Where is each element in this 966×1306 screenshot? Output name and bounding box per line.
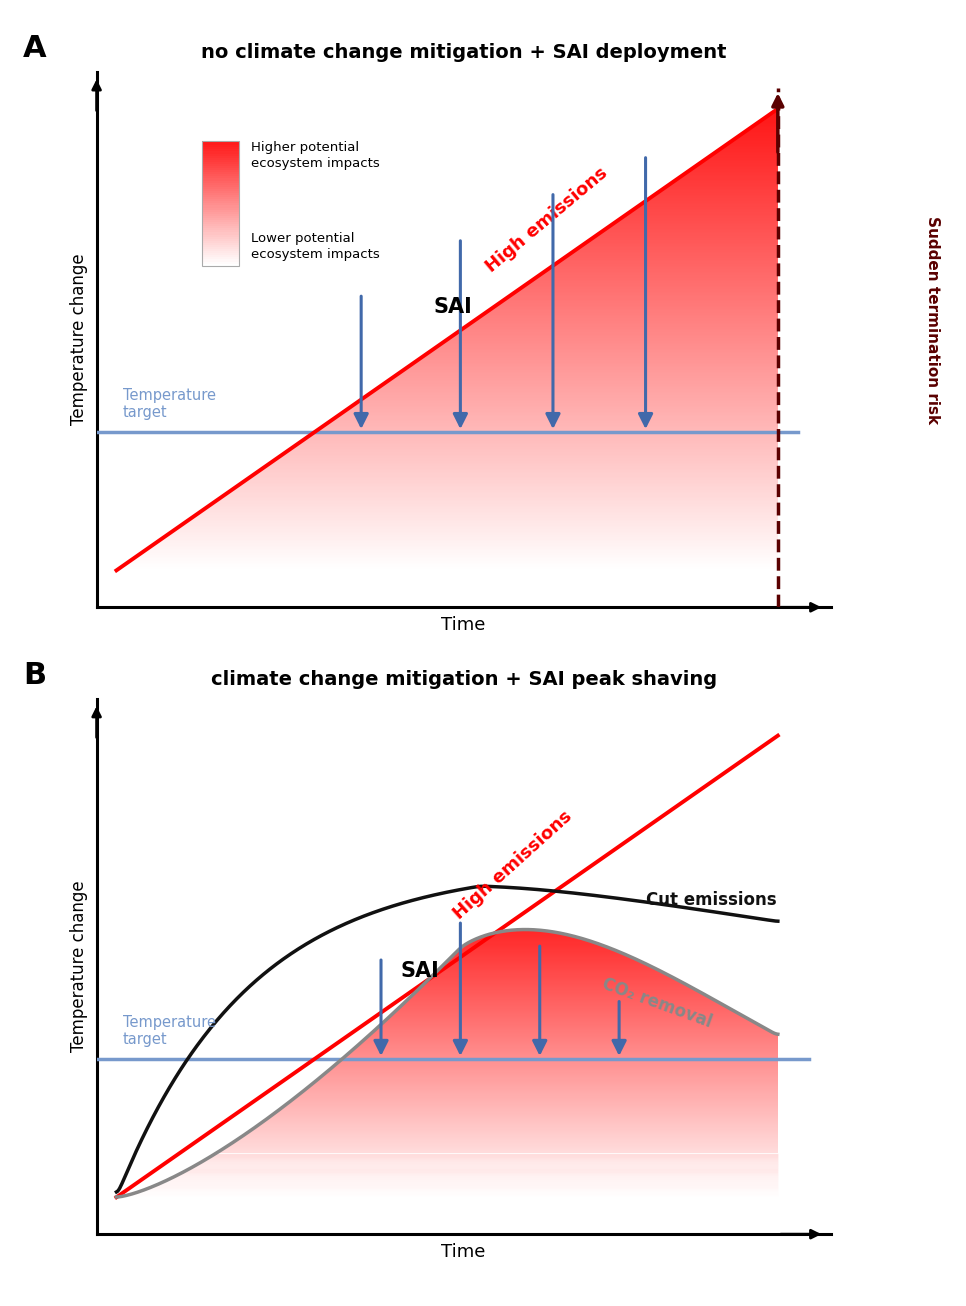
Bar xyxy=(203,247,239,249)
Bar xyxy=(203,201,239,204)
Title: climate change mitigation + SAI peak shaving: climate change mitigation + SAI peak sha… xyxy=(211,670,717,688)
Bar xyxy=(203,204,239,205)
Text: Lower potential
ecosystem impacts: Lower potential ecosystem impacts xyxy=(251,232,380,261)
Bar xyxy=(203,226,239,229)
Bar xyxy=(203,144,239,145)
Text: CO₂ removal: CO₂ removal xyxy=(599,976,714,1032)
Bar xyxy=(203,212,239,214)
Bar xyxy=(203,222,239,225)
Bar xyxy=(203,193,239,195)
Text: Cut emissions: Cut emissions xyxy=(645,891,777,909)
Bar xyxy=(203,214,239,215)
Bar xyxy=(203,180,239,183)
Bar xyxy=(203,218,239,219)
Bar xyxy=(203,253,239,255)
Text: Sudden termination risk: Sudden termination risk xyxy=(924,215,940,424)
Bar xyxy=(203,145,239,148)
Bar xyxy=(203,210,239,212)
Bar xyxy=(203,168,239,170)
Bar xyxy=(203,170,239,172)
Bar xyxy=(203,229,239,230)
Text: SAI: SAI xyxy=(434,298,472,317)
Bar xyxy=(203,183,239,184)
Title: no climate change mitigation + SAI deployment: no climate change mitigation + SAI deplo… xyxy=(201,43,726,61)
Bar xyxy=(203,165,239,166)
Text: SAI: SAI xyxy=(401,961,440,981)
Bar xyxy=(203,215,239,218)
Bar xyxy=(203,141,239,265)
Bar xyxy=(203,236,239,239)
Bar xyxy=(203,195,239,197)
Text: High emissions: High emissions xyxy=(450,807,576,923)
Text: Temperature
target: Temperature target xyxy=(123,388,216,421)
Bar xyxy=(203,200,239,201)
Bar xyxy=(203,184,239,187)
Bar xyxy=(203,225,239,226)
Y-axis label: Temperature change: Temperature change xyxy=(71,880,88,1053)
Bar xyxy=(203,176,239,179)
Text: High emissions: High emissions xyxy=(482,163,611,276)
Bar xyxy=(203,191,239,193)
Text: A: A xyxy=(23,34,46,64)
Bar xyxy=(203,162,239,165)
Bar xyxy=(203,249,239,251)
Bar xyxy=(203,205,239,208)
Bar xyxy=(203,155,239,158)
Bar xyxy=(203,240,239,243)
Bar xyxy=(203,141,239,144)
Text: Temperature
target: Temperature target xyxy=(123,1015,216,1047)
Bar xyxy=(203,148,239,149)
Bar xyxy=(203,149,239,151)
Bar xyxy=(203,172,239,174)
Text: Higher potential
ecosystem impacts: Higher potential ecosystem impacts xyxy=(251,141,380,170)
Bar xyxy=(203,232,239,235)
Bar xyxy=(203,239,239,240)
Bar xyxy=(203,230,239,232)
Bar xyxy=(203,261,239,264)
Bar xyxy=(203,219,239,222)
Bar xyxy=(203,257,239,260)
X-axis label: Time: Time xyxy=(441,1242,486,1260)
Bar xyxy=(203,154,239,155)
Bar xyxy=(203,151,239,154)
Bar xyxy=(203,255,239,257)
Bar xyxy=(203,208,239,210)
Bar xyxy=(203,189,239,191)
Bar xyxy=(203,264,239,265)
Bar xyxy=(203,179,239,180)
Bar xyxy=(203,246,239,247)
Bar xyxy=(203,159,239,162)
Text: B: B xyxy=(23,661,46,691)
Bar xyxy=(203,187,239,189)
X-axis label: Time: Time xyxy=(441,615,486,633)
Bar xyxy=(203,158,239,159)
Y-axis label: Temperature change: Temperature change xyxy=(71,253,88,426)
Bar xyxy=(203,235,239,236)
Bar xyxy=(203,260,239,261)
Bar xyxy=(203,174,239,176)
Bar xyxy=(203,166,239,168)
Bar xyxy=(203,243,239,246)
Bar xyxy=(203,251,239,253)
Bar xyxy=(203,197,239,200)
